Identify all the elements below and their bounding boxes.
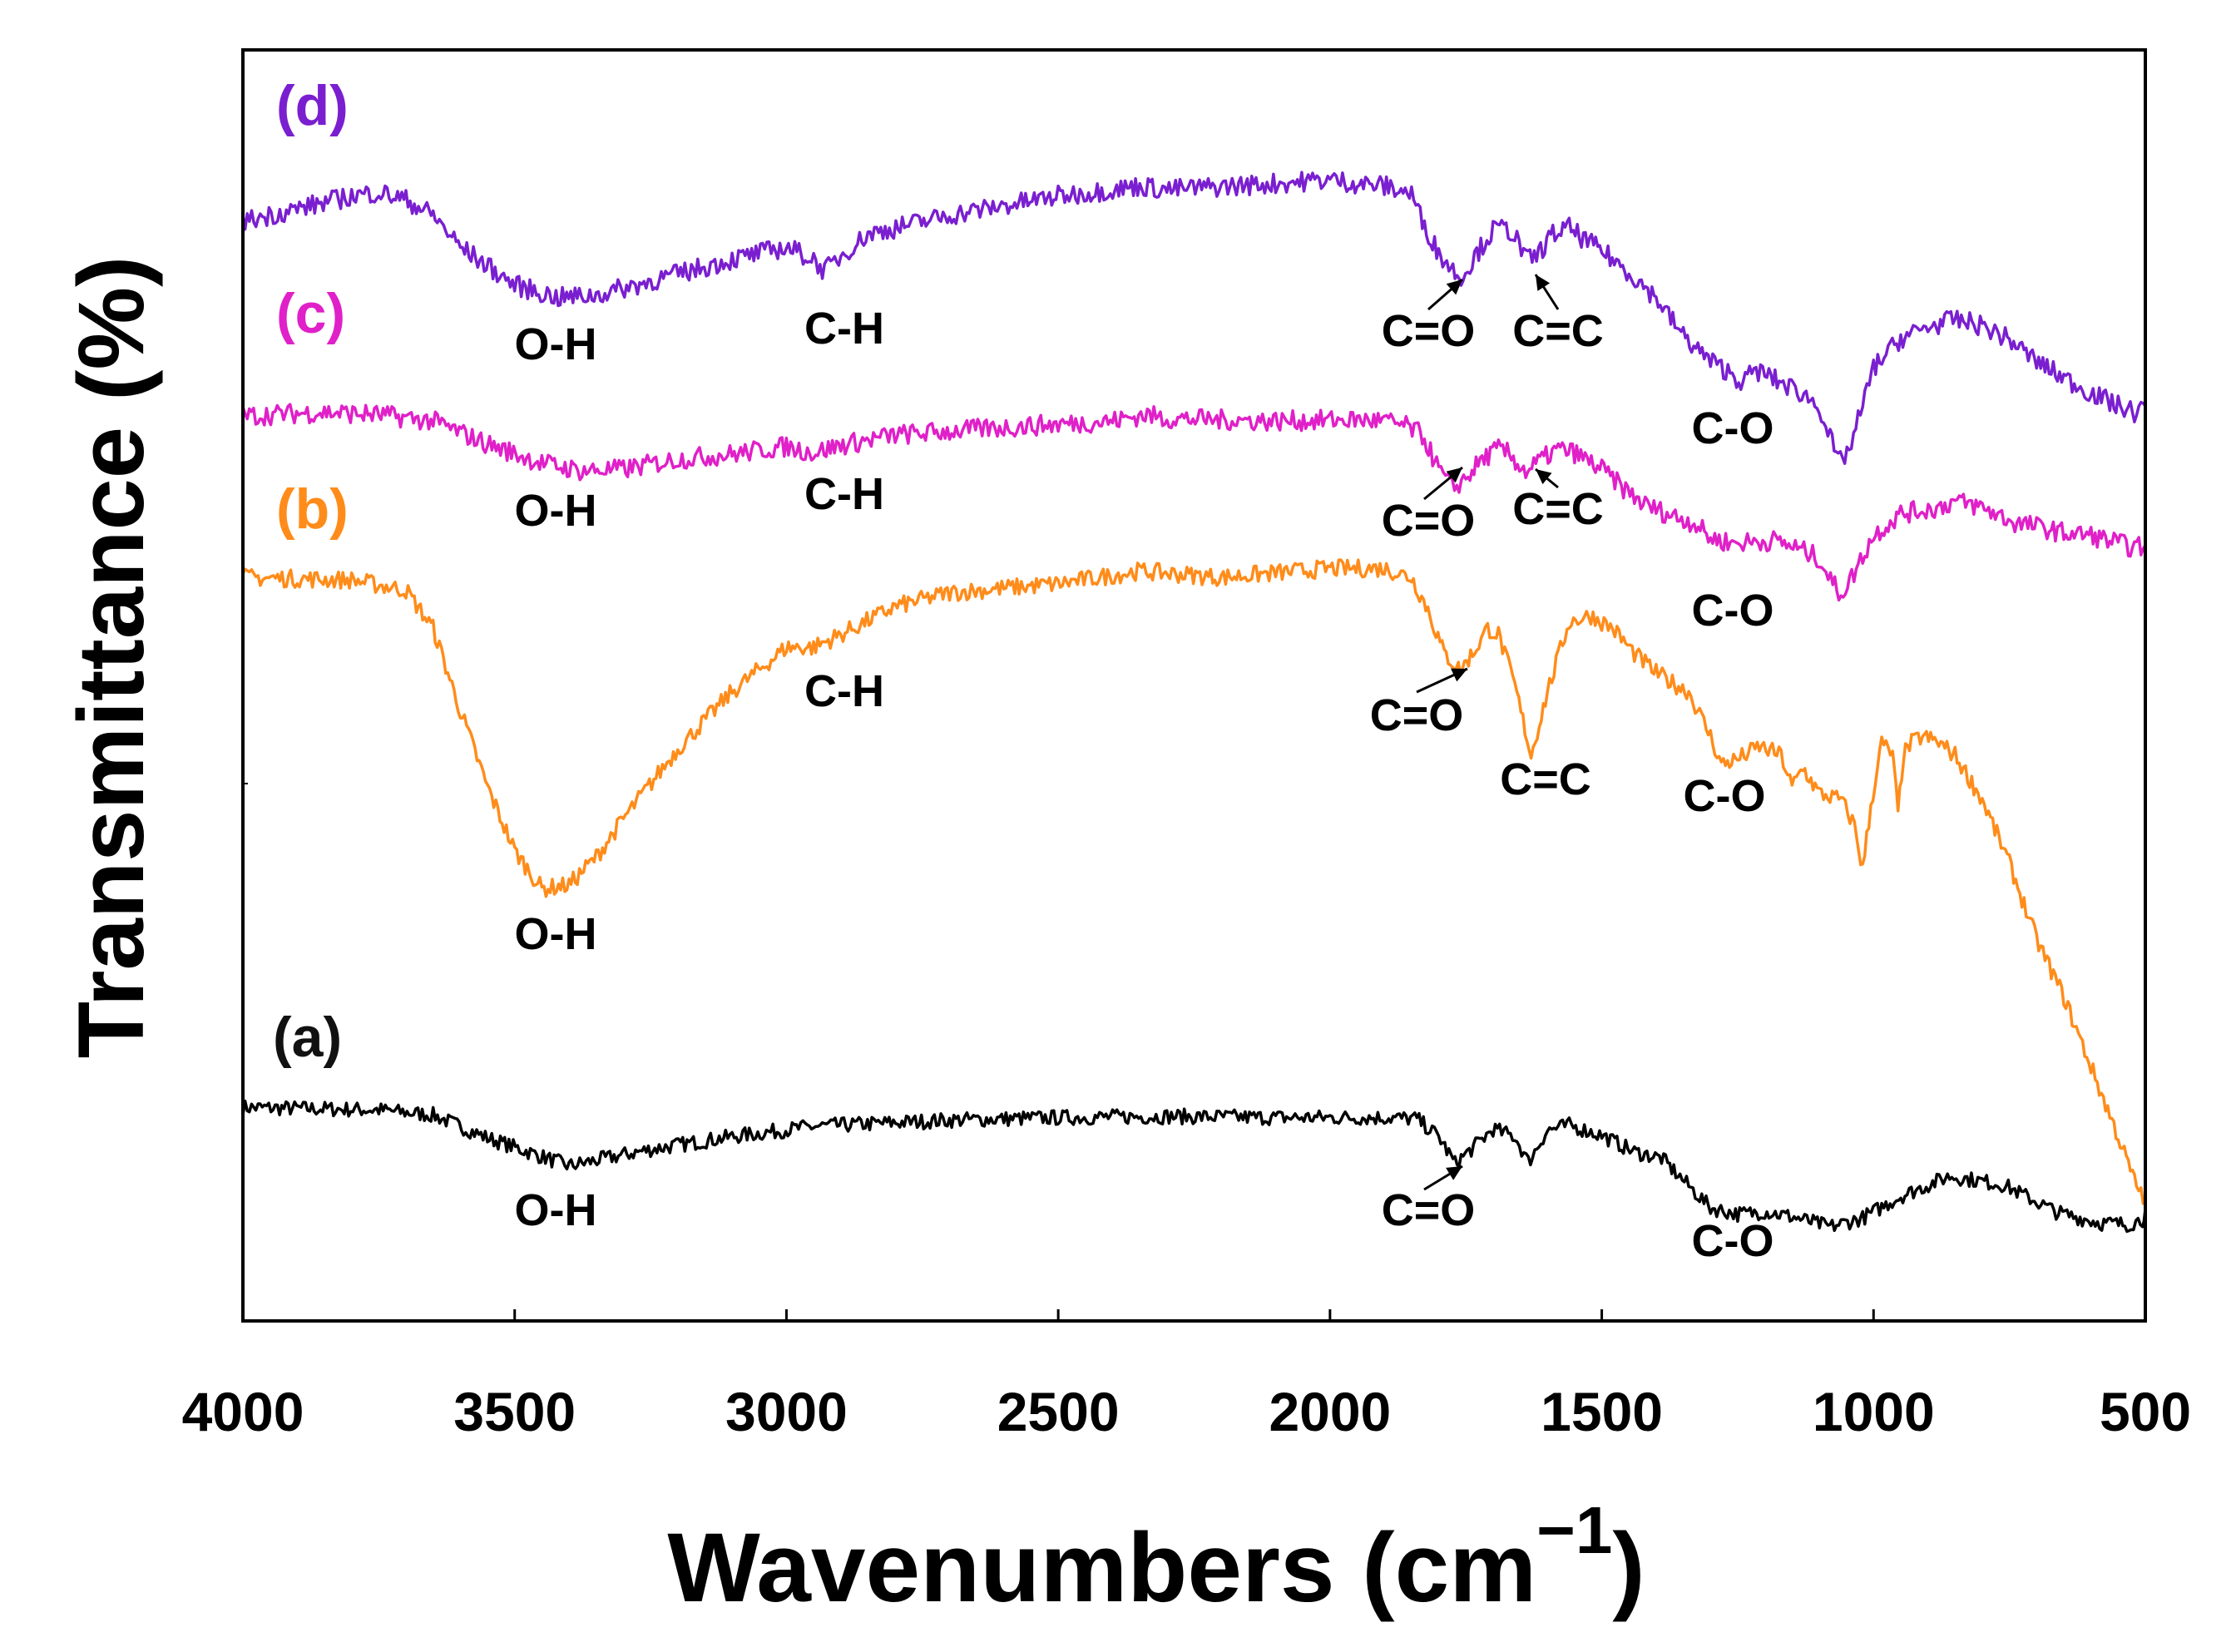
series-line-a <box>241 1099 2147 1234</box>
annotation-arrowhead <box>1446 467 1462 483</box>
annotation-o-h: O-H <box>515 1185 597 1235</box>
x-tick-label: 1500 <box>1541 1381 1663 1442</box>
x-tick-label: 1000 <box>1813 1381 1935 1442</box>
series-label-a: (a) <box>273 1006 342 1069</box>
annotation-o-h: O-H <box>515 319 597 369</box>
series-label-b: (b) <box>276 477 349 541</box>
annotation-arrowhead <box>1446 1166 1462 1180</box>
annotation-c-eq-c: C=C <box>1512 484 1604 534</box>
series-label-d: (d) <box>276 74 349 137</box>
annotation-c-o: C-O <box>1692 1216 1774 1266</box>
x-axis-title-superscript: −1 <box>1536 1493 1612 1567</box>
annotation-arrowhead <box>1451 668 1467 682</box>
x-tick-label: 3500 <box>453 1381 576 1442</box>
series-layer <box>241 171 2147 1234</box>
x-tick-label: 500 <box>2100 1381 2191 1442</box>
y-axis-title: Transmittance (%) <box>59 256 163 1059</box>
annotation-c-eq-o: C=O <box>1370 690 1464 740</box>
annotation-arrowhead <box>1446 279 1462 295</box>
annotation-c-h: C-H <box>804 304 884 354</box>
series-labels: (d) (c) (b) (a) <box>273 74 349 1069</box>
annotation-c-o: C-O <box>1692 586 1774 636</box>
annotation-c-h: C-H <box>804 666 884 716</box>
annotation-c-eq-c: C=C <box>1500 754 1591 804</box>
series-label-c: (c) <box>276 282 345 345</box>
peak-annotations: O-H C-H C=O C=C C-O O-H C-H C=O C=C C-O C-H C=O C=C C… <box>515 274 1774 1266</box>
x-axis-title: Wavenumbers (cm−1) <box>667 1493 1645 1623</box>
x-axis-title-close: ) <box>1612 1513 1645 1623</box>
annotation-c-eq-c: C=C <box>1512 306 1604 356</box>
x-axis: 4000 3500 3000 2500 2000 1500 1000 500 <box>182 783 2191 1442</box>
annotation-c-eq-o: C=O <box>1382 306 1476 356</box>
annotation-o-h: O-H <box>515 486 597 536</box>
plot-frame <box>241 48 2147 1323</box>
annotation-arrowhead <box>1536 469 1552 485</box>
x-tick-label: 2500 <box>997 1381 1120 1442</box>
annotation-arrowhead <box>1536 275 1551 291</box>
annotation-c-eq-o: C=O <box>1382 1185 1476 1235</box>
series-line-c <box>241 403 2147 602</box>
x-tick-label: 4000 <box>182 1381 304 1442</box>
annotation-c-eq-o: C=O <box>1382 496 1476 546</box>
x-axis-title-main: Wavenumbers (cm <box>667 1513 1536 1623</box>
annotation-c-h: C-H <box>804 469 884 519</box>
annotation-c-o: C-O <box>1684 771 1766 821</box>
x-tick-label: 3000 <box>725 1381 848 1442</box>
series-line-b <box>241 558 2147 1205</box>
series-line-d <box>241 171 2147 465</box>
annotation-c-o: C-O <box>1692 403 1774 453</box>
annotation-o-h: O-H <box>515 909 597 959</box>
x-tick-label: 2000 <box>1269 1381 1391 1442</box>
